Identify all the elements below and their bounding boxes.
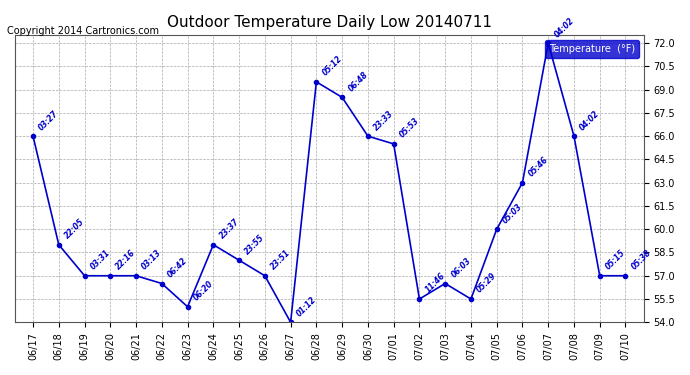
Text: 05:15: 05:15 <box>604 248 627 272</box>
Text: 23:33: 23:33 <box>372 109 395 132</box>
Text: 05:29: 05:29 <box>475 272 498 295</box>
Text: 11:46: 11:46 <box>424 272 447 295</box>
Legend: Temperature  (°F): Temperature (°F) <box>545 40 639 58</box>
Text: 04:02: 04:02 <box>553 16 575 39</box>
Text: 03:27: 03:27 <box>37 109 61 132</box>
Text: 22:05: 22:05 <box>63 217 86 240</box>
Text: 22:16: 22:16 <box>115 248 138 272</box>
Text: 03:31: 03:31 <box>89 248 112 272</box>
Text: 05:03: 05:03 <box>501 202 524 225</box>
Text: 23:37: 23:37 <box>217 217 241 240</box>
Text: 06:48: 06:48 <box>346 70 370 93</box>
Text: 05:38: 05:38 <box>630 248 653 272</box>
Title: Outdoor Temperature Daily Low 20140711: Outdoor Temperature Daily Low 20140711 <box>167 15 492 30</box>
Text: 23:55: 23:55 <box>244 233 266 256</box>
Text: 03:13: 03:13 <box>140 248 164 272</box>
Text: Copyright 2014 Cartronics.com: Copyright 2014 Cartronics.com <box>7 26 159 36</box>
Text: 06:20: 06:20 <box>192 279 215 303</box>
Text: 06:42: 06:42 <box>166 256 189 279</box>
Text: 01:12: 01:12 <box>295 295 318 318</box>
Text: 05:12: 05:12 <box>321 54 344 78</box>
Text: 05:46: 05:46 <box>526 155 550 178</box>
Text: 23:51: 23:51 <box>269 248 293 272</box>
Text: 05:53: 05:53 <box>398 116 421 140</box>
Text: 06:03: 06:03 <box>449 256 473 279</box>
Text: 04:02: 04:02 <box>578 109 602 132</box>
